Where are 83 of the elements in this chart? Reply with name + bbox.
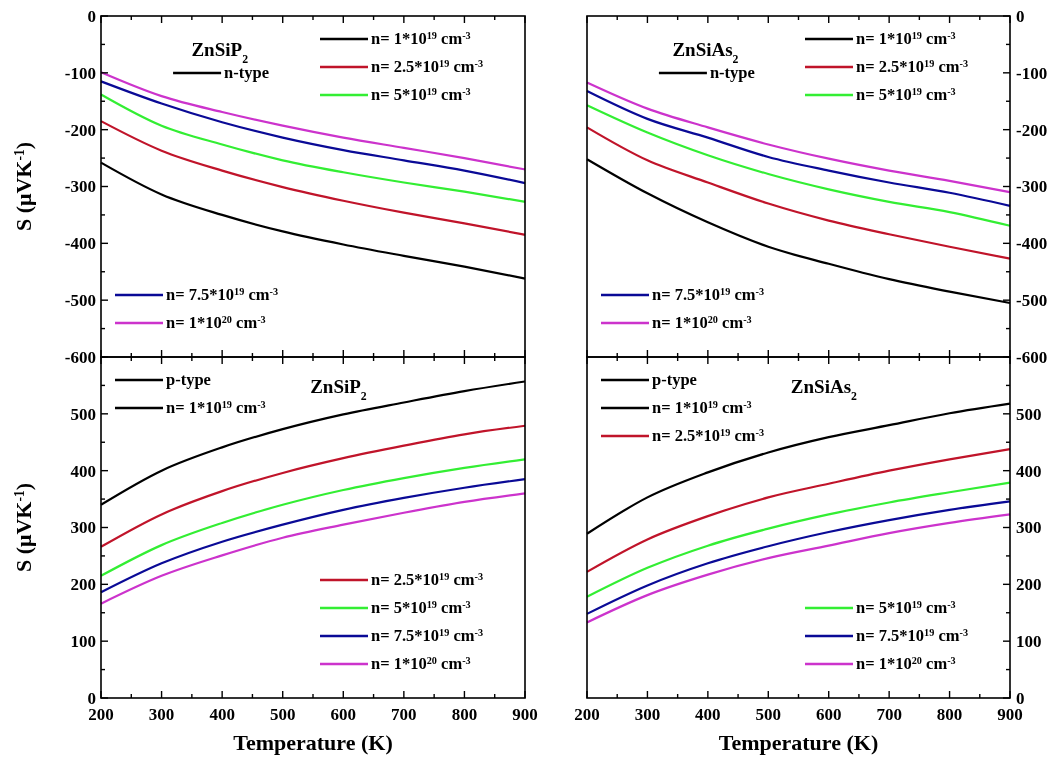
x-axis-title: Temperature (K) [718,730,879,755]
text: ZnSiAs$_{2}$ [790,376,858,403]
legend-label: n= 2.5*10$^{19}$ cm$^{-3}$ [652,426,765,445]
y-tick-label: -300 [1016,177,1048,197]
y-tick-label: 500 [1016,404,1042,424]
y-tick-label: 200 [70,575,96,595]
y-tick-label: 100 [70,632,96,652]
y-tick-label: -300 [64,177,96,197]
y-tick-label: 300 [70,518,96,538]
legend-label: n= 7.5*10$^{19}$ cm$^{-3}$ [166,285,279,304]
y-tick-label: -200 [64,120,96,140]
line-series [585,104,1012,227]
legend-label: n= 1*10$^{20}$ cm$^{-3}$ [856,654,956,673]
line-series [585,126,1012,260]
legend-label: n= 7.5*10$^{19}$ cm$^{-3}$ [652,285,765,304]
x-tick-label: 800 [451,705,478,724]
legend-label: n= 5*10$^{19}$ cm$^{-3}$ [371,598,471,617]
annotation: n-type [709,63,755,82]
legend-label: n= 1*10$^{20}$ cm$^{-3}$ [371,654,471,673]
y-tick-label: 200 [1016,575,1042,595]
y-tick-label: 0 [1016,688,1025,708]
x-tick-label: 200 [574,705,600,724]
y-tick-label: -400 [1016,234,1048,254]
line-series [585,481,1012,598]
line-series [585,500,1012,615]
y-tick-label: 500 [70,404,96,424]
y-tick-label: 300 [1016,518,1042,538]
legend-label: n= 2.5*10$^{19}$ cm$^{-3}$ [371,570,484,589]
legend-label: n= 1*10$^{19}$ cm$^{-3}$ [371,29,471,48]
y-tick-label: 400 [70,461,96,481]
legend-label: n= 1*10$^{20}$ cm$^{-3}$ [166,313,266,332]
legend-label: n= 5*10$^{19}$ cm$^{-3}$ [856,598,956,617]
y-tick-label: 400 [1016,461,1042,481]
x-tick-label: 300 [634,705,661,724]
y-tick-label: -600 [64,347,96,367]
line-series [585,81,1012,194]
x-tick-label: 600 [330,705,357,724]
legend-label: n= 7.5*10$^{19}$ cm$^{-3}$ [856,626,969,645]
line-series [99,478,527,594]
x-tick-label: 500 [755,705,782,724]
annotation: p-type [652,370,697,389]
y-tick-label: 0 [87,6,96,26]
y-tick-label: -400 [64,234,96,254]
legend-label: n= 5*10$^{19}$ cm$^{-3}$ [371,85,471,104]
y-tick-label: -600 [1016,347,1048,367]
legend-label: n= 2.5*10$^{19}$ cm$^{-3}$ [371,57,484,76]
y-tick-label: -100 [64,63,96,83]
line-series [99,120,527,236]
x-tick-label: 700 [391,705,417,724]
legend-label: n= 1*10$^{19}$ cm$^{-3}$ [856,29,956,48]
text: ZnSiP$_{2}$ [310,376,367,403]
x-tick-label: 700 [876,705,902,724]
y-tick-label: 0 [1016,6,1025,26]
x-tick-label: 500 [269,705,296,724]
y-tick-label: -500 [64,291,96,311]
legend-label: n= 7.5*10$^{19}$ cm$^{-3}$ [371,626,484,645]
x-tick-label: 300 [148,705,175,724]
annotation: p-type [166,370,211,389]
legend-label: n= 1*10$^{19}$ cm$^{-3}$ [166,398,266,417]
line-series [585,513,1012,624]
legend-label: n= 1*10$^{20}$ cm$^{-3}$ [652,313,752,332]
text: ZnSiP$_{2}$ [191,39,249,66]
y-tick-label: -100 [1016,63,1048,83]
legend-label: n= 1*10$^{19}$ cm$^{-3}$ [652,398,752,417]
legend-label: n= 2.5*10$^{19}$ cm$^{-3}$ [856,57,969,76]
text: ZnSiAs$_{2}$ [672,39,739,66]
line-series [585,89,1012,207]
legend-label: n= 5*10$^{19}$ cm$^{-3}$ [856,85,956,104]
x-tick-label: 400 [695,705,721,724]
y-tick-label: -500 [1016,291,1048,311]
x-tick-label: 600 [815,705,842,724]
y-tick-label: 100 [1016,632,1042,652]
annotation: n-type [224,63,269,82]
x-tick-label: 900 [997,705,1023,724]
x-tick-label: 400 [209,705,235,724]
x-axis-title: Temperature (K) [233,730,393,755]
x-tick-label: 800 [936,705,963,724]
line-series [585,447,1012,573]
line-series [99,80,527,185]
y-tick-label: -200 [1016,120,1048,140]
line-series [99,424,527,548]
y-tick-label: 0 [87,688,96,708]
x-tick-label: 900 [512,705,538,724]
